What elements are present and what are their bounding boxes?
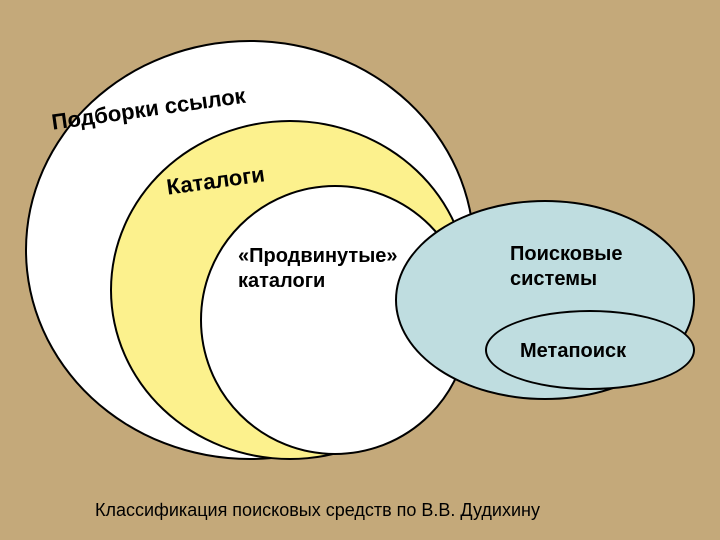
diagram-canvas: Подборки ссылок Каталоги «Продвинутые» к… [0, 0, 720, 540]
label-right-line1: Поисковые [510, 243, 622, 266]
label-right-inner: Метапоиск [520, 340, 626, 363]
caption-text: Классификация поисковых средств по В.В. … [95, 500, 540, 521]
label-right-line2: системы [510, 268, 597, 291]
label-inner-line2: каталоги [238, 270, 325, 293]
label-inner-line1: «Продвинутые» [238, 245, 398, 268]
